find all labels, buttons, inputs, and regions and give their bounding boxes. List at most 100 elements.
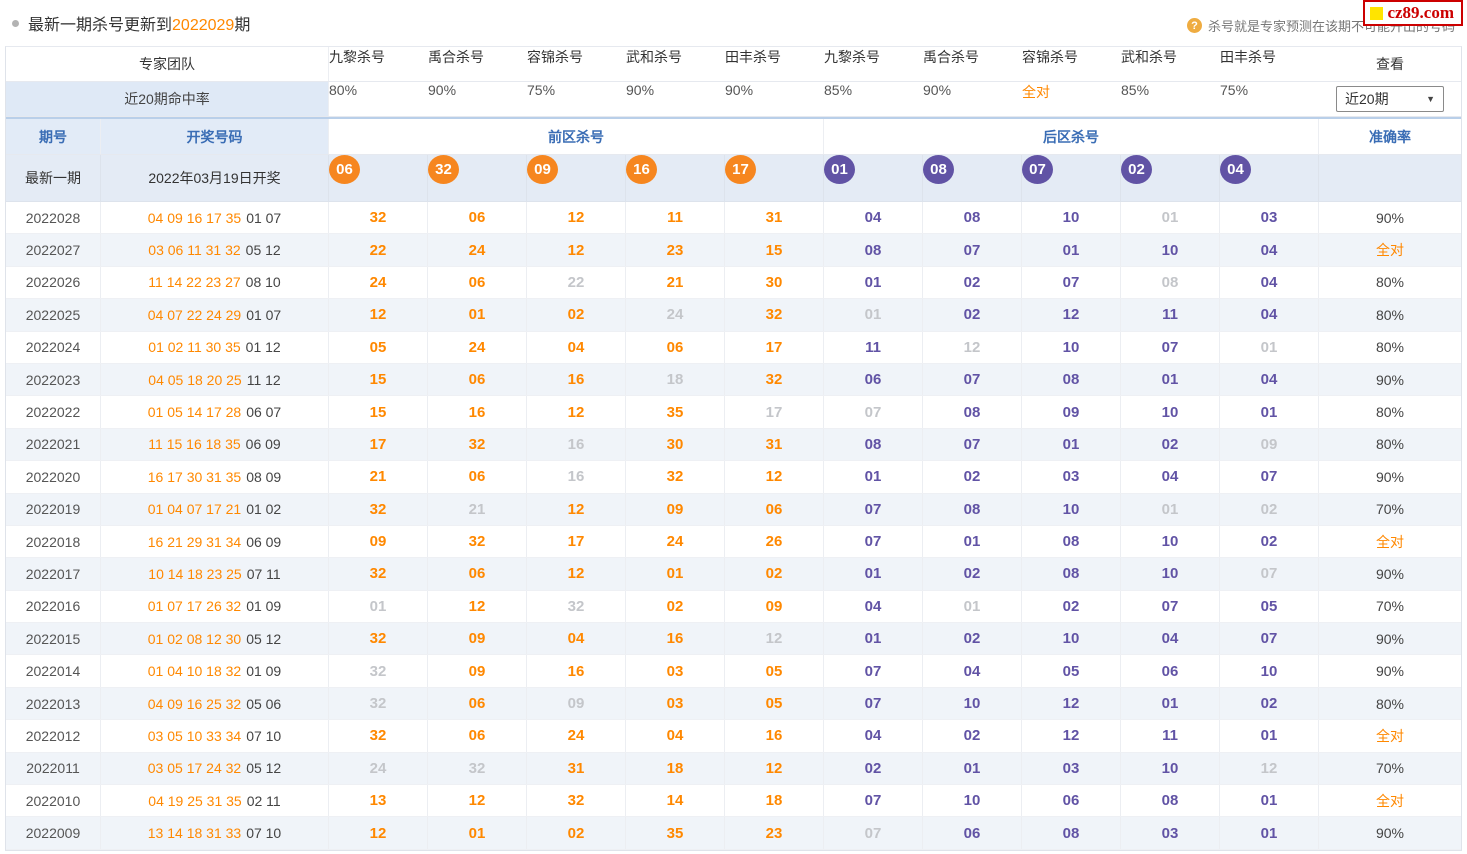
accuracy-value: 90% <box>1375 468 1405 485</box>
back-kill-number: 08 <box>963 500 981 518</box>
front-kill-number: 32 <box>369 500 387 518</box>
draw-back-numbers: 01 12 <box>245 339 281 356</box>
front-kill-number: 16 <box>567 435 585 453</box>
front-kill-number: 21 <box>468 500 486 518</box>
back-kill-number: 03 <box>1062 468 1080 486</box>
back-kill-number: 02 <box>1260 500 1278 518</box>
expert-header-cell: 九黎杀号 <box>329 47 428 81</box>
bullet-icon <box>12 19 19 27</box>
range-select[interactable]: 近20期 ▼ <box>1336 86 1444 112</box>
back-kill-cell: 01 <box>1022 428 1121 461</box>
back-kill-number: 10 <box>1161 403 1179 421</box>
back-kill-number: 07 <box>1260 630 1278 648</box>
back-kill-number: 04 <box>864 209 882 227</box>
accuracy-cell: 80% <box>1319 688 1461 719</box>
site-logo[interactable]: cz89.com <box>1363 0 1463 26</box>
front-kill-number: 31 <box>567 759 585 777</box>
front-kill-cell: 01 <box>428 299 527 331</box>
draw-front-numbers: 03 05 10 33 34 <box>147 727 242 744</box>
back-kill-number: 03 <box>1062 759 1080 777</box>
issue-cell: 2022011 <box>6 752 101 785</box>
back-kill-number: 10 <box>1161 759 1179 777</box>
back-kill-cell: 02 <box>923 266 1022 299</box>
front-kill-number: 21 <box>369 468 387 486</box>
front-kill-number: 32 <box>468 435 486 453</box>
issue-cell: 2022015 <box>6 623 101 655</box>
front-kill-number: 26 <box>765 533 783 551</box>
accuracy-cell: 90% <box>1319 817 1461 848</box>
back-kill-number: 01 <box>963 533 981 551</box>
front-kill-number: 05 <box>765 695 783 713</box>
issue-cell: 2022020 <box>6 461 101 493</box>
accuracy-value: 70% <box>1375 760 1405 777</box>
back-kill-cell: 08 <box>1121 785 1220 817</box>
front-kill-cell: 06 <box>428 461 527 493</box>
back-kill-number: 07 <box>864 533 882 551</box>
front-kill-number: 18 <box>765 792 783 810</box>
back-kill-cell: 10 <box>1022 493 1121 525</box>
zone-header-row: 期号 开奖号码 前区杀号 后区杀号 准确率 <box>6 117 1461 155</box>
latest-issue-row: 最新一期 2022年03月19日开奖 06 32 09 16 17 01 08 07 02 04 <box>6 155 1461 202</box>
back-kill-cell: 10 <box>1022 202 1121 234</box>
front-kill-cell: 32 <box>329 202 428 234</box>
back-kill-cell: 01 <box>824 299 923 331</box>
issue-cell: 2022018 <box>6 525 101 558</box>
back-kill-cell: 08 <box>824 428 923 461</box>
front-kill-cell: 21 <box>626 266 725 299</box>
back-zone-header-cell: 后区杀号 <box>824 119 1319 154</box>
front-kill-number: 16 <box>666 630 684 648</box>
front-kill-cell: 24 <box>428 331 527 363</box>
front-kill-number: 09 <box>765 597 783 615</box>
front-kill-number: 24 <box>666 533 684 551</box>
issue-header-cell: 期号 <box>6 119 101 154</box>
draw-back-numbers: 01 07 <box>246 306 282 323</box>
table-row: 2022015 01 02 08 12 30 05 12 32 09 04 16 12 01 02… <box>6 623 1461 656</box>
back-kill-cell: 01 <box>1121 202 1220 234</box>
front-kill-number: 17 <box>567 533 585 551</box>
draw-back-numbers: 07 11 <box>246 565 281 582</box>
back-kill-cell: 09 <box>1022 396 1121 428</box>
front-kill-number: 30 <box>765 273 783 291</box>
back-kill-cell: 06 <box>1022 785 1121 817</box>
draw-numbers-cell: 11 15 16 18 35 06 09 <box>101 428 329 461</box>
hit-rate-cell: 85% <box>824 82 923 116</box>
back-kill-cell: 01 <box>923 752 1022 785</box>
front-kill-number: 31 <box>765 435 783 453</box>
front-kill-number: 32 <box>765 306 783 324</box>
front-kill-cell: 12 <box>725 461 824 493</box>
back-kill-number: 01 <box>1161 209 1179 227</box>
expert-header-cell: 田丰杀号 <box>1220 47 1319 81</box>
back-kill-cell: 12 <box>923 331 1022 363</box>
back-kill-number: 08 <box>1161 273 1179 291</box>
front-kill-number: 06 <box>468 565 486 583</box>
front-kill-number: 16 <box>567 468 585 486</box>
front-kill-number: 06 <box>765 500 783 518</box>
front-kill-number: 12 <box>567 500 585 518</box>
table-row: 2022026 11 14 22 23 27 08 10 24 06 22 21 30 01 02… <box>6 266 1461 300</box>
issue-cell: 2022021 <box>6 428 101 461</box>
table-row: 2022025 04 07 22 24 29 01 07 12 01 02 24 32 01 02… <box>6 299 1461 332</box>
back-kill-cell: 01 <box>923 525 1022 558</box>
front-kill-number: 09 <box>666 500 684 518</box>
front-kill-number: 06 <box>468 695 486 713</box>
draw-back-numbers: 05 12 <box>245 242 281 259</box>
accuracy-value: 90% <box>1375 825 1405 842</box>
front-kill-cell: 12 <box>527 396 626 428</box>
back-kill-cell: 09 <box>1220 428 1319 461</box>
accuracy-cell: 全对 <box>1319 785 1461 816</box>
front-kill-cell: 24 <box>527 720 626 752</box>
back-kill-cell: 03 <box>1220 202 1319 234</box>
back-kill-cell: 07 <box>1220 461 1319 493</box>
front-kill-cell: 32 <box>428 428 527 461</box>
front-kill-cell: 32 <box>329 655 428 687</box>
expert-header-row: 专家团队 九黎杀号 禹合杀号 容锦杀号 武和杀号 田丰杀号 九黎杀号 禹合杀号 容锦杀号 武和杀… <box>6 47 1461 82</box>
status-bar: 最新一期杀号更新到2022029期 ? 杀号就是专家预测在该期不可能开出的号码 … <box>0 0 1467 46</box>
front-kill-cell: 04 <box>527 331 626 363</box>
back-kill-cell: 07 <box>1022 266 1121 299</box>
front-kill-number: 24 <box>468 338 486 356</box>
issue-cell: 2022010 <box>6 785 101 817</box>
back-kill-cell: 12 <box>1022 720 1121 752</box>
front-kill-cell: 24 <box>329 752 428 785</box>
front-kill-number: 17 <box>765 338 783 356</box>
